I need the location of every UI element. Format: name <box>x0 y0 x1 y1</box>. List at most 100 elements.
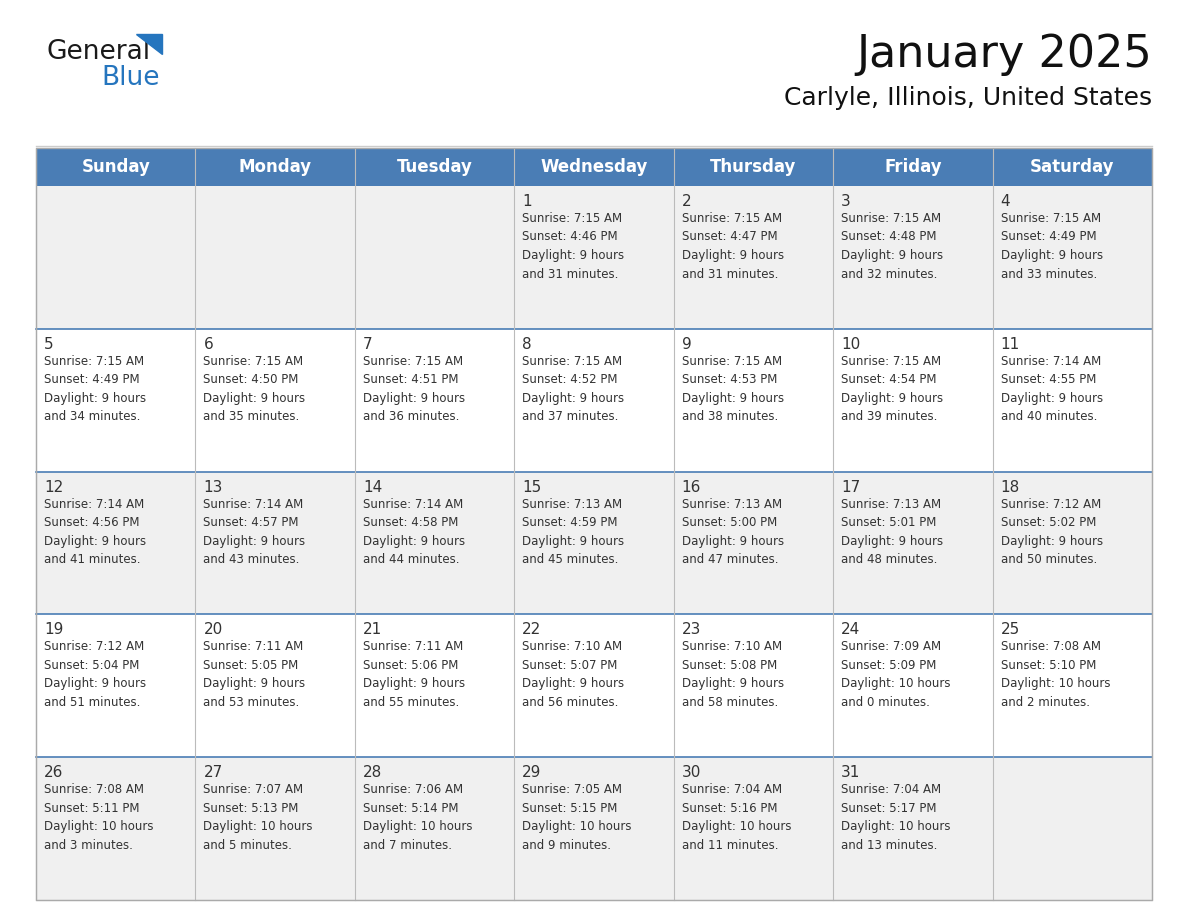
Text: 11: 11 <box>1000 337 1019 352</box>
Bar <box>196 329 355 472</box>
Bar <box>36 148 196 186</box>
Text: 1: 1 <box>523 194 532 209</box>
Text: Sunrise: 7:15 AM
Sunset: 4:52 PM
Daylight: 9 hours
and 37 minutes.: Sunrise: 7:15 AM Sunset: 4:52 PM Dayligh… <box>523 354 625 423</box>
Bar <box>833 614 992 757</box>
Text: 5: 5 <box>44 337 53 352</box>
Text: Monday: Monday <box>239 158 311 176</box>
Text: 13: 13 <box>203 479 223 495</box>
Text: General: General <box>46 39 150 65</box>
Bar <box>355 757 514 900</box>
Text: 25: 25 <box>1000 622 1019 637</box>
Text: Sunrise: 7:05 AM
Sunset: 5:15 PM
Daylight: 10 hours
and 9 minutes.: Sunrise: 7:05 AM Sunset: 5:15 PM Dayligh… <box>523 783 632 852</box>
Text: Sunrise: 7:14 AM
Sunset: 4:58 PM
Daylight: 9 hours
and 44 minutes.: Sunrise: 7:14 AM Sunset: 4:58 PM Dayligh… <box>362 498 465 566</box>
Bar <box>514 757 674 900</box>
Bar <box>674 148 833 186</box>
Text: Saturday: Saturday <box>1030 158 1114 176</box>
Bar <box>833 757 992 900</box>
Bar <box>355 148 514 186</box>
Bar <box>196 614 355 757</box>
Text: 30: 30 <box>682 766 701 780</box>
Bar <box>514 329 674 472</box>
Text: 19: 19 <box>44 622 63 637</box>
Text: 9: 9 <box>682 337 691 352</box>
Bar <box>514 472 674 614</box>
Text: January 2025: January 2025 <box>857 33 1152 76</box>
Text: 17: 17 <box>841 479 860 495</box>
Text: Sunrise: 7:15 AM
Sunset: 4:48 PM
Daylight: 9 hours
and 32 minutes.: Sunrise: 7:15 AM Sunset: 4:48 PM Dayligh… <box>841 212 943 281</box>
Bar <box>674 757 833 900</box>
Bar <box>992 472 1152 614</box>
Text: Sunrise: 7:15 AM
Sunset: 4:49 PM
Daylight: 9 hours
and 34 minutes.: Sunrise: 7:15 AM Sunset: 4:49 PM Dayligh… <box>44 354 146 423</box>
Text: 31: 31 <box>841 766 860 780</box>
Text: 16: 16 <box>682 479 701 495</box>
Text: 22: 22 <box>523 622 542 637</box>
Text: 23: 23 <box>682 622 701 637</box>
Bar <box>992 757 1152 900</box>
Text: Sunrise: 7:08 AM
Sunset: 5:10 PM
Daylight: 10 hours
and 2 minutes.: Sunrise: 7:08 AM Sunset: 5:10 PM Dayligh… <box>1000 641 1110 709</box>
Bar <box>36 757 196 900</box>
Text: 14: 14 <box>362 479 383 495</box>
Text: 21: 21 <box>362 622 383 637</box>
Bar <box>674 614 833 757</box>
Bar <box>674 472 833 614</box>
Bar <box>514 186 674 329</box>
Text: Sunrise: 7:12 AM
Sunset: 5:02 PM
Daylight: 9 hours
and 50 minutes.: Sunrise: 7:12 AM Sunset: 5:02 PM Dayligh… <box>1000 498 1102 566</box>
Text: Sunrise: 7:13 AM
Sunset: 5:01 PM
Daylight: 9 hours
and 48 minutes.: Sunrise: 7:13 AM Sunset: 5:01 PM Dayligh… <box>841 498 943 566</box>
Text: 7: 7 <box>362 337 373 352</box>
Text: Sunrise: 7:11 AM
Sunset: 5:05 PM
Daylight: 9 hours
and 53 minutes.: Sunrise: 7:11 AM Sunset: 5:05 PM Dayligh… <box>203 641 305 709</box>
Text: Sunrise: 7:10 AM
Sunset: 5:07 PM
Daylight: 9 hours
and 56 minutes.: Sunrise: 7:10 AM Sunset: 5:07 PM Dayligh… <box>523 641 625 709</box>
Text: 18: 18 <box>1000 479 1019 495</box>
Text: Carlyle, Illinois, United States: Carlyle, Illinois, United States <box>784 86 1152 110</box>
Text: 10: 10 <box>841 337 860 352</box>
Text: Friday: Friday <box>884 158 942 176</box>
Bar <box>36 148 1152 900</box>
Text: Sunrise: 7:15 AM
Sunset: 4:46 PM
Daylight: 9 hours
and 31 minutes.: Sunrise: 7:15 AM Sunset: 4:46 PM Dayligh… <box>523 212 625 281</box>
Text: Sunrise: 7:15 AM
Sunset: 4:53 PM
Daylight: 9 hours
and 38 minutes.: Sunrise: 7:15 AM Sunset: 4:53 PM Dayligh… <box>682 354 784 423</box>
Bar <box>514 148 674 186</box>
Text: 28: 28 <box>362 766 383 780</box>
Bar <box>992 186 1152 329</box>
Text: 12: 12 <box>44 479 63 495</box>
Polygon shape <box>135 34 162 54</box>
Bar <box>355 186 514 329</box>
Text: Sunrise: 7:14 AM
Sunset: 4:57 PM
Daylight: 9 hours
and 43 minutes.: Sunrise: 7:14 AM Sunset: 4:57 PM Dayligh… <box>203 498 305 566</box>
Text: Sunrise: 7:04 AM
Sunset: 5:17 PM
Daylight: 10 hours
and 13 minutes.: Sunrise: 7:04 AM Sunset: 5:17 PM Dayligh… <box>841 783 950 852</box>
Bar <box>833 329 992 472</box>
Text: Sunday: Sunday <box>81 158 150 176</box>
Text: Sunrise: 7:15 AM
Sunset: 4:50 PM
Daylight: 9 hours
and 35 minutes.: Sunrise: 7:15 AM Sunset: 4:50 PM Dayligh… <box>203 354 305 423</box>
Bar <box>196 148 355 186</box>
Bar <box>514 614 674 757</box>
Bar <box>833 472 992 614</box>
Bar <box>36 329 196 472</box>
Bar <box>196 186 355 329</box>
Text: 29: 29 <box>523 766 542 780</box>
Text: Sunrise: 7:13 AM
Sunset: 4:59 PM
Daylight: 9 hours
and 45 minutes.: Sunrise: 7:13 AM Sunset: 4:59 PM Dayligh… <box>523 498 625 566</box>
Text: 8: 8 <box>523 337 532 352</box>
Bar <box>36 472 196 614</box>
Text: Sunrise: 7:10 AM
Sunset: 5:08 PM
Daylight: 9 hours
and 58 minutes.: Sunrise: 7:10 AM Sunset: 5:08 PM Dayligh… <box>682 641 784 709</box>
Text: Sunrise: 7:11 AM
Sunset: 5:06 PM
Daylight: 9 hours
and 55 minutes.: Sunrise: 7:11 AM Sunset: 5:06 PM Dayligh… <box>362 641 465 709</box>
Bar <box>355 472 514 614</box>
Text: 6: 6 <box>203 337 213 352</box>
Text: 24: 24 <box>841 622 860 637</box>
Text: Sunrise: 7:04 AM
Sunset: 5:16 PM
Daylight: 10 hours
and 11 minutes.: Sunrise: 7:04 AM Sunset: 5:16 PM Dayligh… <box>682 783 791 852</box>
Bar <box>196 472 355 614</box>
Bar <box>355 329 514 472</box>
Text: Sunrise: 7:15 AM
Sunset: 4:49 PM
Daylight: 9 hours
and 33 minutes.: Sunrise: 7:15 AM Sunset: 4:49 PM Dayligh… <box>1000 212 1102 281</box>
Text: Sunrise: 7:06 AM
Sunset: 5:14 PM
Daylight: 10 hours
and 7 minutes.: Sunrise: 7:06 AM Sunset: 5:14 PM Dayligh… <box>362 783 473 852</box>
Text: Sunrise: 7:12 AM
Sunset: 5:04 PM
Daylight: 9 hours
and 51 minutes.: Sunrise: 7:12 AM Sunset: 5:04 PM Dayligh… <box>44 641 146 709</box>
Text: Blue: Blue <box>101 65 159 91</box>
Text: Sunrise: 7:08 AM
Sunset: 5:11 PM
Daylight: 10 hours
and 3 minutes.: Sunrise: 7:08 AM Sunset: 5:11 PM Dayligh… <box>44 783 153 852</box>
Text: Thursday: Thursday <box>710 158 797 176</box>
Text: Sunrise: 7:15 AM
Sunset: 4:54 PM
Daylight: 9 hours
and 39 minutes.: Sunrise: 7:15 AM Sunset: 4:54 PM Dayligh… <box>841 354 943 423</box>
Text: Tuesday: Tuesday <box>397 158 473 176</box>
Bar <box>992 614 1152 757</box>
Text: 20: 20 <box>203 622 222 637</box>
Bar <box>36 614 196 757</box>
Text: Sunrise: 7:15 AM
Sunset: 4:51 PM
Daylight: 9 hours
and 36 minutes.: Sunrise: 7:15 AM Sunset: 4:51 PM Dayligh… <box>362 354 465 423</box>
Text: 26: 26 <box>44 766 63 780</box>
Bar <box>355 614 514 757</box>
Bar <box>196 757 355 900</box>
Bar <box>674 329 833 472</box>
Text: Sunrise: 7:14 AM
Sunset: 4:55 PM
Daylight: 9 hours
and 40 minutes.: Sunrise: 7:14 AM Sunset: 4:55 PM Dayligh… <box>1000 354 1102 423</box>
